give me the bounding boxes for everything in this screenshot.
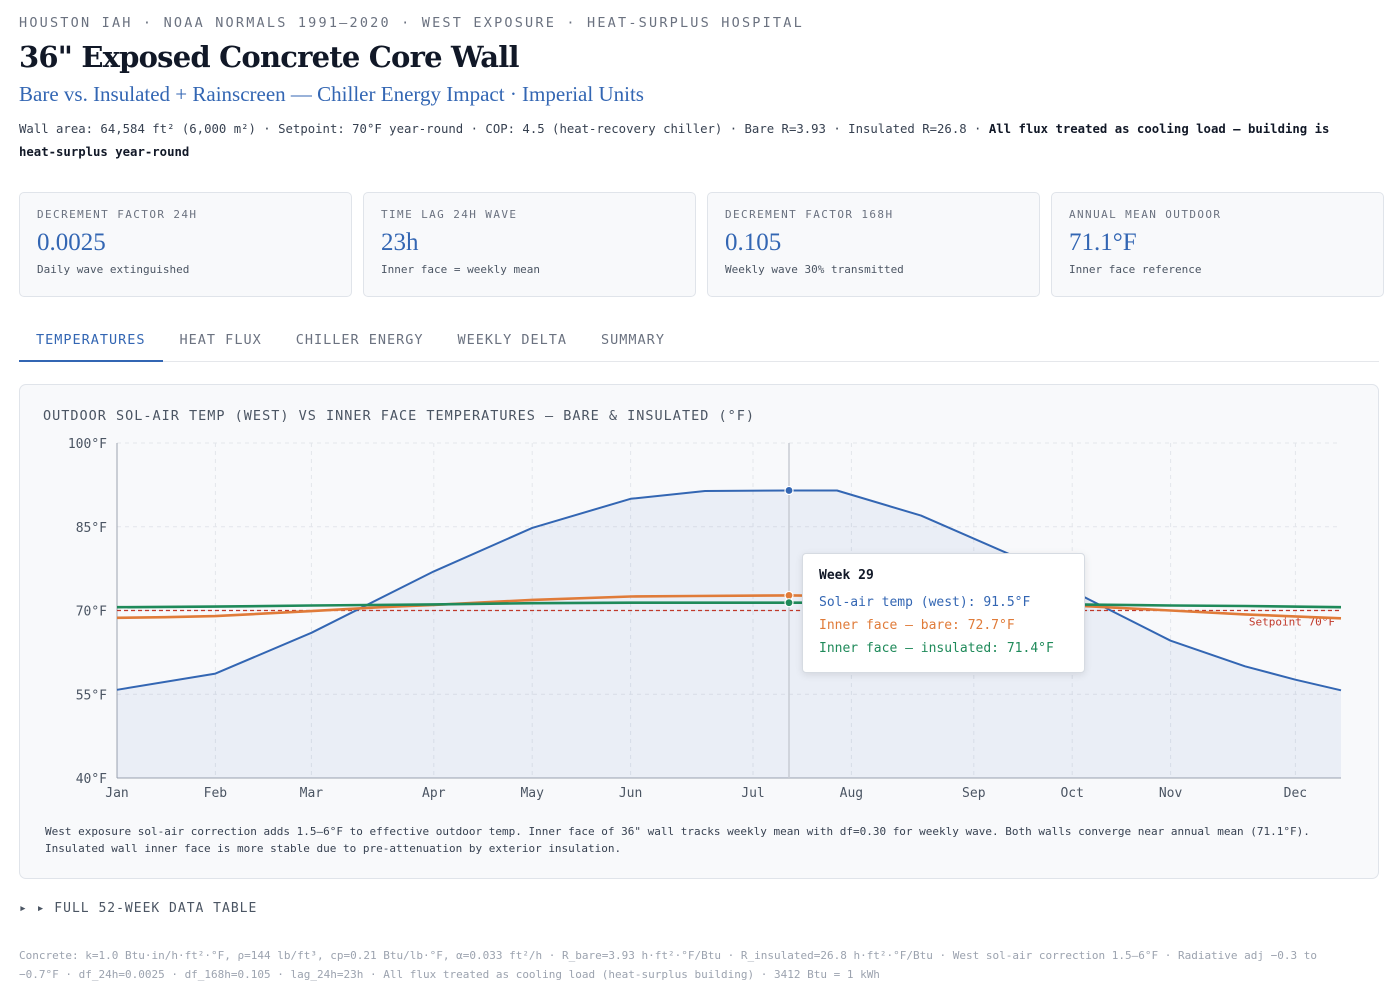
page-subtitle: Bare vs. Insulated + Rainscreen — Chille… [19, 82, 644, 106]
tab-heat-flux[interactable]: HEAT FLUX [179, 332, 262, 348]
kpi-card-decrement-24h: DECREMENT FACTOR 24H 0.0025 Daily wave e… [19, 192, 352, 297]
kpi-label: DECREMENT FACTOR 24H [37, 208, 198, 221]
y-tick-label: 85°F [76, 521, 107, 536]
x-tick-label: Jul [741, 786, 764, 801]
x-tick-label: Apr [422, 786, 446, 801]
assumptions-text: Wall area: 64,584 ft² (6,000 m²) · Setpo… [19, 122, 989, 136]
solair-area [117, 490, 1341, 778]
kpi-card-decrement-168h: DECREMENT FACTOR 168H 0.105 Weekly wave … [707, 192, 1040, 297]
x-tick-label: Aug [840, 786, 863, 801]
eyebrow: HOUSTON IAH · NOAA NORMALS 1991–2020 · W… [19, 15, 804, 31]
tooltip-solair: Sol-air temp (west): 91.5°F [819, 595, 1031, 610]
series-line-bare [116, 594, 1342, 620]
chart-panel: OUTDOOR SOL-AIR TEMP (WEST) VS INNER FAC… [19, 384, 1379, 879]
y-tick-label: 100°F [68, 437, 107, 452]
kpi-value: 23h [381, 229, 419, 256]
kpi-note: Daily wave extinguished [37, 263, 190, 276]
hover-point-solair [784, 485, 794, 496]
x-tick-label: Jun [619, 786, 642, 801]
assumptions-emphasis: All flux treated as cooling load — build… [19, 122, 1330, 159]
tab-bar: TEMPERATURES HEAT FLUX CHILLER ENERGY WE… [19, 322, 1379, 362]
x-tick-label: Sep [962, 786, 986, 801]
kpi-card-annual-mean: ANNUAL MEAN OUTDOOR 71.1°F Inner face re… [1051, 192, 1384, 297]
hover-point-insulated [784, 598, 794, 608]
temperature-chart[interactable]: 40°F 55°F 70°F 85°F 100°F Jan Feb Mar Apr May Jun J… [20, 385, 1380, 825]
footer-constants: Concrete: k=1.0 Btu·in/h·ft²·°F, ρ=144 l… [19, 949, 1318, 981]
chart-tooltip: Week 29 Sol-air temp (west): 91.5°F Inne… [802, 553, 1085, 673]
x-tick-label: Mar [300, 786, 324, 801]
tooltip-bare: Inner face — bare: 72.7°F [819, 618, 1015, 633]
page-title: 36" Exposed Concrete Core Wall [19, 40, 519, 74]
series-line-solair [116, 489, 1342, 692]
tab-weekly-delta[interactable]: WEEKLY DELTA [457, 332, 568, 348]
kpi-cards: DECREMENT FACTOR 24H 0.0025 Daily wave e… [19, 192, 1384, 297]
tab-temperatures[interactable]: TEMPERATURES [19, 322, 163, 362]
kpi-label: ANNUAL MEAN OUTDOOR [1069, 208, 1222, 221]
x-tick-label: May [520, 786, 544, 801]
tab-summary[interactable]: SUMMARY [601, 332, 665, 348]
kpi-note: Weekly wave 30% transmitted [725, 263, 904, 276]
y-tick-label: 55°F [76, 688, 107, 703]
setpoint-label: Setpoint 70°F [1249, 616, 1335, 629]
tab-chiller-energy[interactable]: CHILLER ENERGY [295, 332, 424, 348]
x-tick-label: Dec [1284, 786, 1307, 801]
y-tick-label: 70°F [76, 605, 107, 620]
kpi-note: Inner face = weekly mean [381, 263, 540, 276]
x-tick-label: Oct [1060, 786, 1083, 801]
chart-title: OUTDOOR SOL-AIR TEMP (WEST) VS INNER FAC… [43, 408, 755, 424]
x-tick-label: Feb [204, 786, 228, 801]
kpi-value: 71.1°F [1069, 229, 1137, 256]
assumptions-line: Wall area: 64,584 ft² (6,000 m²) · Setpo… [19, 118, 1364, 164]
chart-notes: West exposure sol-air correction adds 1.… [45, 825, 1310, 855]
kpi-card-time-lag: TIME LAG 24H WAVE 23h Inner face = weekl… [363, 192, 696, 297]
tooltip-insulated: Inner face — insulated: 71.4°F [819, 641, 1054, 656]
x-tick-label: Nov [1159, 786, 1183, 801]
x-tick-label: Jan [105, 786, 128, 801]
data-table-toggle[interactable]: ▸ ▸ FULL 52-WEEK DATA TABLE [19, 901, 258, 916]
kpi-value: 0.105 [725, 229, 782, 256]
kpi-label: DECREMENT FACTOR 168H [725, 208, 894, 221]
tooltip-title: Week 29 [819, 568, 874, 583]
y-tick-label: 40°F [76, 772, 107, 787]
kpi-value: 0.0025 [37, 229, 106, 256]
kpi-label: TIME LAG 24H WAVE [381, 208, 518, 221]
kpi-note: Inner face reference [1069, 263, 1202, 276]
